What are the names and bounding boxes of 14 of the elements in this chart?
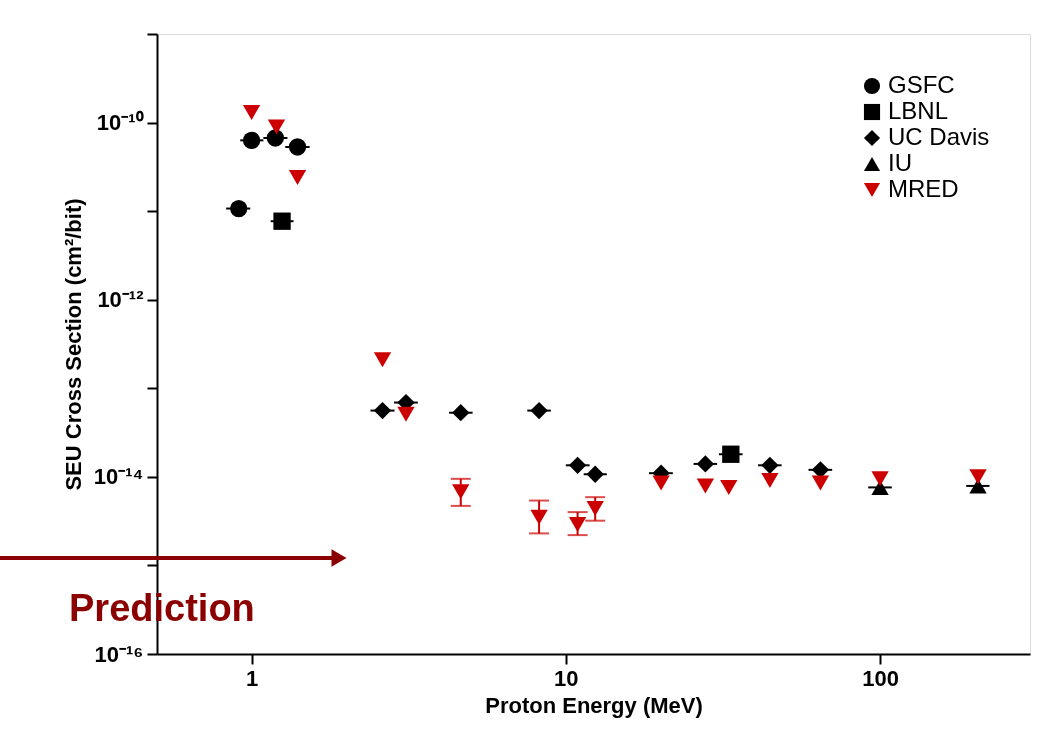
y-tick-label: 10⁻¹⁴ xyxy=(93,464,144,490)
x-axis-title: Proton Energy (MeV) xyxy=(485,692,703,718)
legend-label: GSFC xyxy=(888,71,955,98)
y-tick-label: 10⁻¹² xyxy=(97,287,144,313)
y-tick-label: 10⁻¹⁶ xyxy=(94,641,144,667)
x-tick-label: 1 xyxy=(245,665,259,691)
legend-label: MRED xyxy=(888,175,959,202)
y-axis-title: SEU Cross Section (cm²/bit) xyxy=(60,198,86,491)
legend-label: LBNL xyxy=(888,97,949,124)
legend-label: IU xyxy=(888,149,912,176)
x-tick-label: 10 xyxy=(554,665,579,691)
y-tick-label: 10⁻¹⁰ xyxy=(96,110,144,136)
x-tick-label: 100 xyxy=(862,665,899,691)
legend-label: UC Davis xyxy=(888,123,990,150)
